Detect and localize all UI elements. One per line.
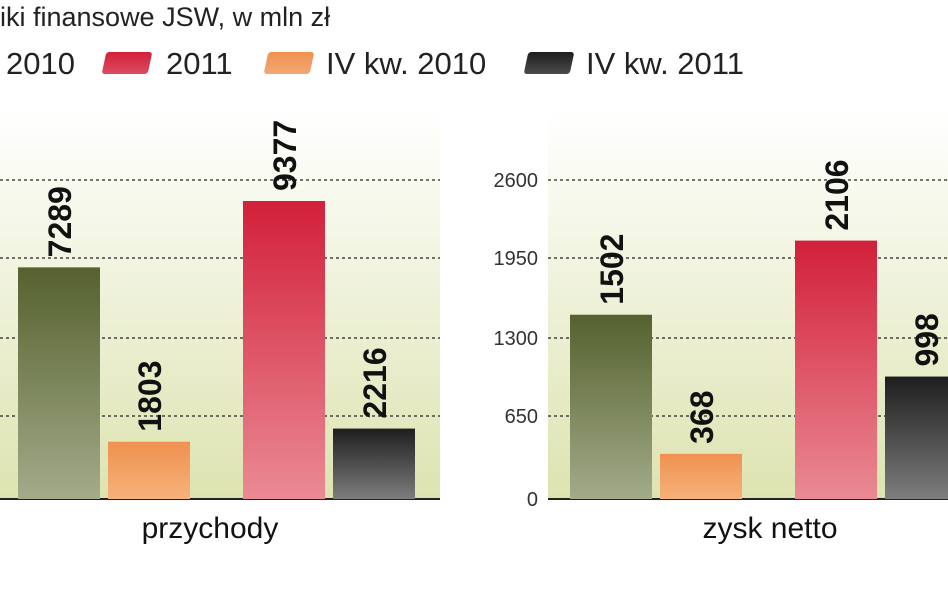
bar	[333, 428, 415, 499]
data-label: 368	[684, 390, 720, 443]
data-label: 1502	[594, 234, 630, 305]
y-tick-label: 1300	[494, 328, 539, 350]
data-label: 7289	[42, 186, 78, 257]
y-tick-label: 650	[505, 406, 538, 428]
data-label: 998	[909, 313, 945, 366]
legend-label-iv-2010: IV kw. 2010	[326, 46, 487, 81]
bar	[795, 240, 877, 500]
bar	[243, 201, 325, 499]
y-tick-label: 1950	[494, 248, 539, 270]
bar	[885, 376, 948, 499]
data-label: 9377	[267, 120, 303, 191]
y-tick-label: 2600	[494, 170, 539, 192]
bar	[108, 441, 190, 499]
x-category-label: zysk netto	[702, 512, 837, 545]
bar	[660, 453, 742, 499]
bar	[570, 314, 652, 499]
chart-title: iki finansowe JSW, w mln zł	[0, 2, 331, 32]
y-tick-label: 0	[527, 489, 538, 511]
legend-label-iv-2011: IV kw. 2011	[586, 46, 744, 81]
data-label: 1803	[132, 361, 168, 432]
legend-label-2010: 2010	[6, 46, 75, 81]
data-label: 2106	[819, 159, 855, 230]
bar	[18, 267, 100, 499]
legend-label-2011: 2011	[166, 46, 233, 81]
x-category-label: przychody	[142, 512, 279, 545]
data-label: 2216	[357, 347, 393, 418]
